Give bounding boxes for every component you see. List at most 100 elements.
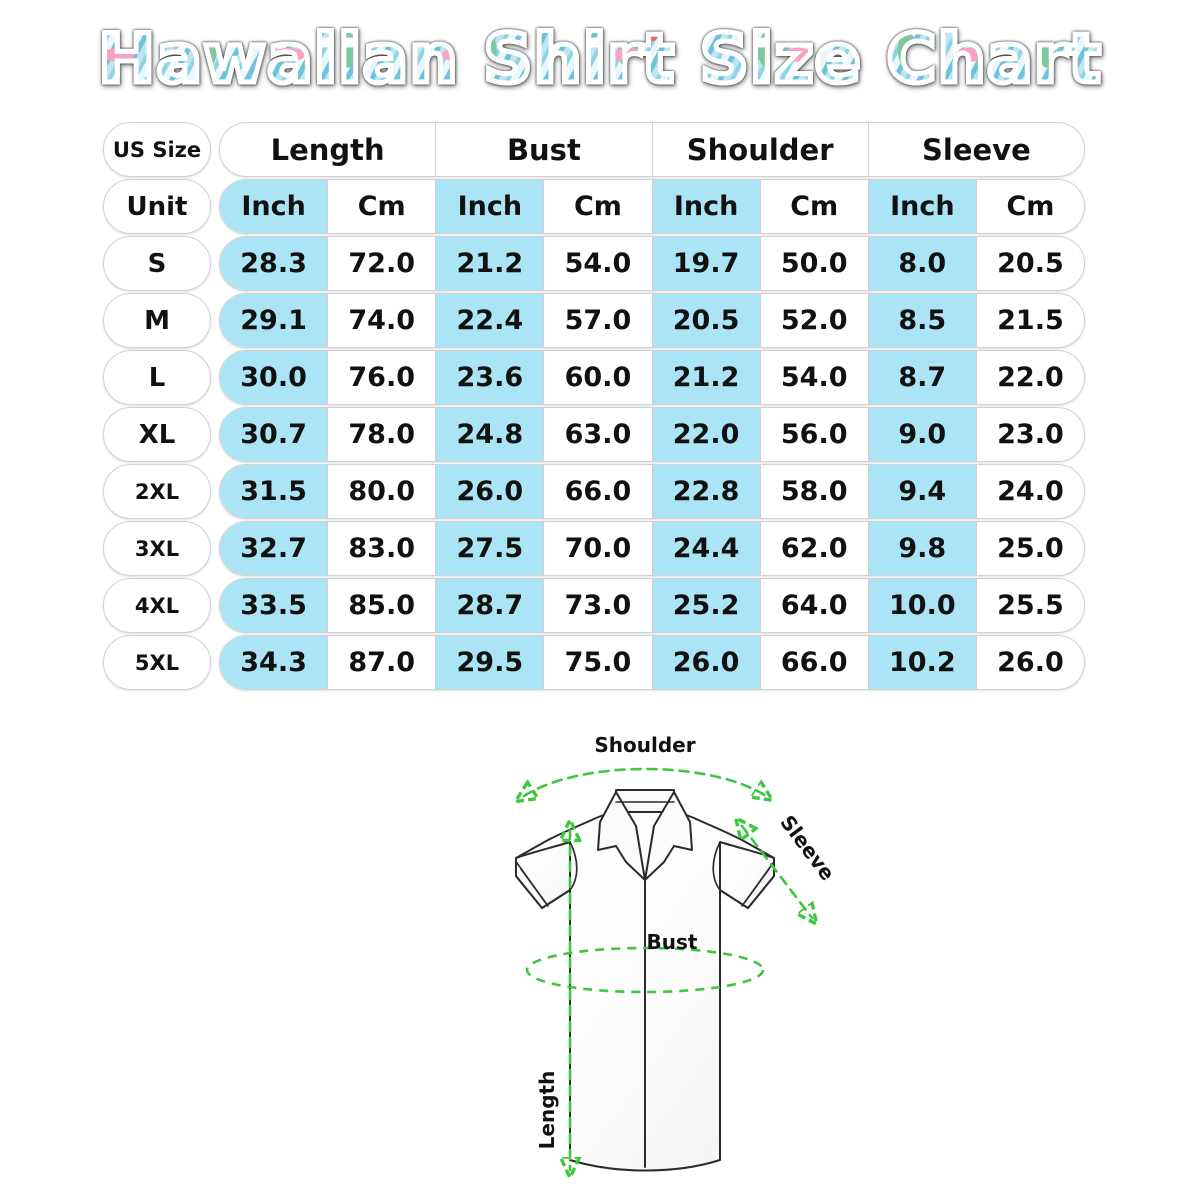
- table-cell: 30.0: [220, 351, 329, 404]
- table-cell: 8.7: [868, 351, 977, 404]
- table-cell: 30.7: [220, 408, 329, 461]
- table-cell: 83.0: [328, 522, 437, 575]
- table-cell: 78.0: [328, 408, 437, 461]
- row-size-label: M: [103, 293, 211, 348]
- table-cell: 54.0: [544, 237, 653, 290]
- table-cell: 26.0: [436, 465, 545, 518]
- table-cell: 73.0: [544, 579, 653, 632]
- table-cell: 28.7: [436, 579, 545, 632]
- table-cell: 24.8: [436, 408, 545, 461]
- table-cell: 21.2: [652, 351, 761, 404]
- unit-bust-cm: Cm: [544, 180, 653, 233]
- table-cell: 28.3: [220, 237, 329, 290]
- table-cell: 74.0: [328, 294, 437, 347]
- table-cell: 29.1: [220, 294, 329, 347]
- shoulder-label: Shoulder: [594, 733, 695, 757]
- table-cell: 29.5: [436, 636, 545, 689]
- table-cell: 25.2: [652, 579, 761, 632]
- table-cell: 63.0: [544, 408, 653, 461]
- table-cell: 34.3: [220, 636, 329, 689]
- unit-sleeve-cm: Cm: [1006, 191, 1055, 222]
- table-cell: 21.5: [997, 305, 1064, 336]
- sleeve-guide: [742, 826, 812, 918]
- table-cell: 9.0: [868, 408, 977, 461]
- size-chart-table: US Size Length Bust Shoulder Sleeve Unit…: [103, 122, 1085, 692]
- row-size-label: 2XL: [103, 464, 211, 519]
- table-cell: 58.0: [761, 465, 869, 518]
- table-cell: 23.6: [436, 351, 545, 404]
- table-cell: 32.7: [220, 522, 329, 575]
- table-cell: 31.5: [220, 465, 329, 518]
- table-cell: 9.4: [868, 465, 977, 518]
- table-cell: 52.0: [761, 294, 869, 347]
- group-header-length: Length: [220, 123, 437, 176]
- table-cell: 25.0: [997, 533, 1064, 564]
- table-cell: 54.0: [761, 351, 869, 404]
- table-cell: 56.0: [761, 408, 869, 461]
- table-cell: 25.5: [997, 590, 1064, 621]
- shirt-measurement-diagram: Shoulder Sleeve Bust Length: [420, 730, 860, 1200]
- table-row: S 28.3 72.0 21.2 54.0 19.7 50.0 8.0 20.5: [103, 236, 1085, 291]
- table-cell: 75.0: [544, 636, 653, 689]
- table-cell: 33.5: [220, 579, 329, 632]
- header-us-size: US Size: [103, 122, 211, 177]
- table-row: 5XL 34.3 87.0 29.5 75.0 26.0 66.0 10.2 26.0: [103, 635, 1085, 690]
- table-unit-row: Unit Inch Cm Inch Cm Inch Cm Inch Cm: [103, 179, 1085, 234]
- row-values-block: 28.3 72.0 21.2 54.0 19.7 50.0 8.0 20.5: [219, 236, 1085, 291]
- unit-bust-inch: Inch: [436, 180, 545, 233]
- table-cell: 21.2: [436, 237, 545, 290]
- row-values-block: 30.0 76.0 23.6 60.0 21.2 54.0 8.7 22.0: [219, 350, 1085, 405]
- group-header-bust: Bust: [436, 123, 653, 176]
- table-cell: 85.0: [328, 579, 437, 632]
- table-cell: 80.0: [328, 465, 437, 518]
- table-body: S 28.3 72.0 21.2 54.0 19.7 50.0 8.0 20.5 M 29.1 74.…: [103, 236, 1085, 690]
- unit-shoulder-cm: Cm: [761, 180, 869, 233]
- table-cell: 8.5: [868, 294, 977, 347]
- unit-sleeve-inch: Inch: [868, 180, 977, 233]
- table-cell: 8.0: [868, 237, 977, 290]
- row-values-block: 32.7 83.0 27.5 70.0 24.4 62.0 9.8 25.0: [219, 521, 1085, 576]
- group-header-sleeve: Sleeve: [922, 132, 1031, 167]
- table-cell: 66.0: [761, 636, 869, 689]
- unit-cells-block: Inch Cm Inch Cm Inch Cm Inch Cm: [219, 179, 1085, 234]
- row-size-label: S: [103, 236, 211, 291]
- bust-guide: [525, 946, 765, 994]
- table-cell: 26.0: [997, 647, 1064, 678]
- row-size-label: XL: [103, 407, 211, 462]
- unit-row-label: Unit: [103, 179, 211, 234]
- row-values-block: 33.5 85.0 28.7 73.0 25.2 64.0 10.0 25.5: [219, 578, 1085, 633]
- table-cell: 22.8: [652, 465, 761, 518]
- row-size-label: 3XL: [103, 521, 211, 576]
- table-row: 3XL 32.7 83.0 27.5 70.0 24.4 62.0 9.8 25.0: [103, 521, 1085, 576]
- unit-length-inch: Inch: [220, 180, 329, 233]
- shoulder-guide: [524, 767, 766, 796]
- unit-shoulder-inch: Inch: [652, 180, 761, 233]
- table-cell: 23.0: [997, 419, 1064, 450]
- page-title: Hawaiian Shirt Size Chart: [96, 20, 1103, 99]
- table-cell: 27.5: [436, 522, 545, 575]
- row-size-label: L: [103, 350, 211, 405]
- table-cell: 9.8: [868, 522, 977, 575]
- group-header-shoulder: Shoulder: [653, 123, 869, 176]
- table-cell: 20.5: [997, 248, 1064, 279]
- table-header-row: US Size Length Bust Shoulder Sleeve: [103, 122, 1085, 177]
- table-row: L 30.0 76.0 23.6 60.0 21.2 54.0 8.7 22.0: [103, 350, 1085, 405]
- length-label: Length: [535, 1071, 559, 1150]
- table-cell: 22.0: [652, 408, 761, 461]
- table-cell: 60.0: [544, 351, 653, 404]
- table-cell: 50.0: [761, 237, 869, 290]
- row-size-label: 4XL: [103, 578, 211, 633]
- table-cell: 72.0: [328, 237, 437, 290]
- bust-label: Bust: [647, 930, 698, 954]
- row-values-block: 29.1 74.0 22.4 57.0 20.5 52.0 8.5 21.5: [219, 293, 1085, 348]
- table-row: 4XL 33.5 85.0 28.7 73.0 25.2 64.0 10.0 25.5: [103, 578, 1085, 633]
- table-cell: 70.0: [544, 522, 653, 575]
- table-row: M 29.1 74.0 22.4 57.0 20.5 52.0 8.5 21.5: [103, 293, 1085, 348]
- sleeve-label: Sleeve: [775, 811, 839, 885]
- table-cell: 62.0: [761, 522, 869, 575]
- table-cell: 24.0: [997, 476, 1064, 507]
- table-cell: 87.0: [328, 636, 437, 689]
- table-cell: 22.0: [997, 362, 1064, 393]
- row-values-block: 34.3 87.0 29.5 75.0 26.0 66.0 10.2 26.0: [219, 635, 1085, 690]
- table-cell: 10.2: [868, 636, 977, 689]
